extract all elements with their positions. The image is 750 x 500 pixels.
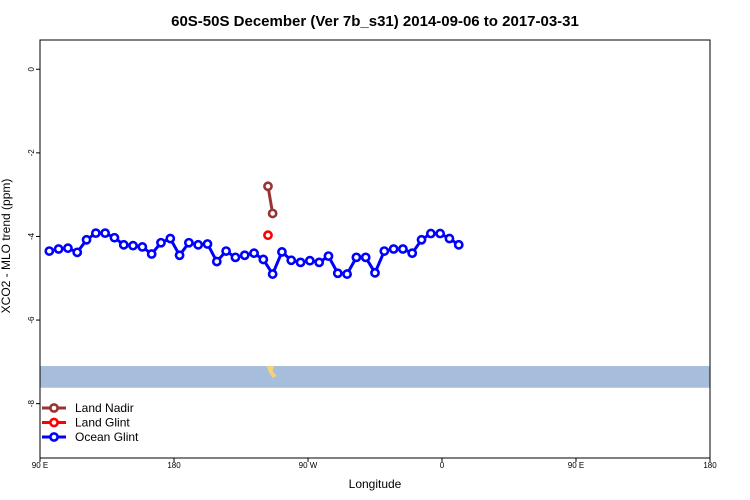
data-point: [81, 234, 92, 245]
data-point: [267, 208, 278, 219]
data-point: [267, 269, 278, 279]
data-point: [239, 250, 250, 261]
chart-title: 60S-50S December (Ver 7b_s31) 2014-09-06…: [171, 13, 579, 30]
data-point: [146, 249, 157, 259]
y-tick-label: -8: [27, 400, 36, 408]
data-point: [137, 242, 148, 252]
data-point: [332, 268, 343, 279]
data-point: [90, 228, 101, 239]
data-point: [165, 233, 176, 244]
data-point: [174, 250, 185, 261]
data-point: [183, 237, 194, 248]
data-point: [416, 234, 427, 245]
x-tick-label: 0: [440, 461, 445, 470]
data-point: [263, 181, 273, 192]
legend-swatch-marker: [49, 432, 59, 442]
y-axis-label: XCO2 - MLO trend (ppm): [0, 179, 13, 314]
y-axis: 0 -2 -4 -6 -8: [27, 66, 40, 407]
data-point: [370, 267, 380, 278]
data-point: [425, 228, 436, 239]
legend-label: Ocean Glint: [75, 430, 139, 444]
data-point: [100, 228, 111, 239]
series-layer: [44, 181, 464, 279]
legend-swatch-marker: [49, 403, 59, 413]
data-point: [249, 248, 259, 259]
plot-area: [39, 39, 711, 459]
data-point: [230, 252, 241, 263]
data-point: [53, 244, 64, 254]
data-point: [44, 246, 55, 256]
series-land-glint: [263, 230, 273, 241]
data-point: [202, 239, 213, 249]
data-point: [286, 255, 297, 266]
series-ocean-glint: [44, 228, 464, 279]
data-point: [388, 244, 399, 254]
data-point: [314, 257, 325, 268]
data-point: [118, 239, 129, 250]
data-point: [63, 243, 73, 254]
data-point: [221, 246, 232, 256]
data-point: [193, 239, 204, 250]
data-point: [211, 256, 222, 267]
data-point: [379, 246, 390, 256]
data-point: [263, 230, 273, 241]
x-tick-label: 90 E: [568, 461, 584, 470]
x-axis-label: Longitude: [349, 477, 402, 491]
data-point: [304, 255, 315, 266]
data-point: [453, 239, 464, 250]
data-point: [435, 228, 446, 239]
y-tick-label: -6: [27, 316, 36, 324]
data-point: [72, 247, 83, 258]
plot-frame: [39, 39, 711, 459]
data-point: [295, 257, 306, 268]
x-tick-label: 180: [703, 461, 717, 470]
legend-swatch-marker: [49, 417, 59, 428]
data-point: [156, 237, 166, 248]
legend-label: Land Glint: [75, 416, 130, 430]
series-land-nadir: [263, 181, 278, 219]
land-band: [40, 366, 710, 388]
x-tick-label: 90 E: [32, 461, 48, 470]
data-point: [109, 232, 120, 243]
data-point: [444, 233, 455, 244]
y-tick-label: -2: [27, 149, 36, 157]
y-tick-label: 0: [27, 66, 36, 71]
data-point: [398, 244, 408, 254]
legend-label: Land Nadir: [75, 401, 134, 415]
data-point: [407, 248, 418, 259]
x-tick-label: 90 W: [299, 461, 318, 470]
x-tick-label: 180: [167, 461, 181, 470]
data-point: [360, 252, 371, 263]
data-point: [351, 252, 362, 263]
y-tick-label: -4: [27, 232, 36, 240]
x-axis: 90 E 180 90 W 0 90 E 180: [32, 458, 717, 470]
data-point: [323, 251, 334, 262]
data-point: [128, 240, 138, 251]
data-point: [342, 269, 352, 279]
data-point: [258, 254, 269, 265]
data-point: [277, 247, 287, 257]
land-mass: [266, 366, 277, 379]
